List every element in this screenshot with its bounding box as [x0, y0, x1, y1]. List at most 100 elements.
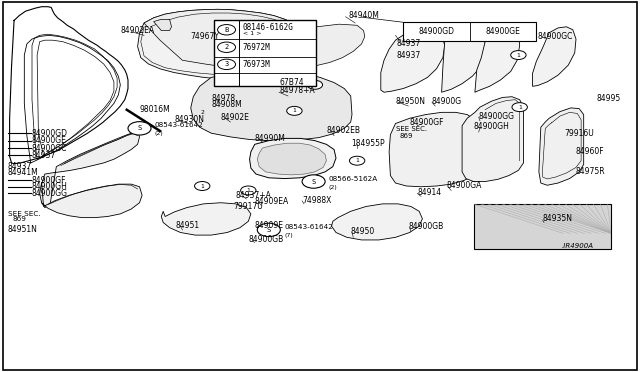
Text: 84937: 84937 — [397, 51, 421, 60]
FancyBboxPatch shape — [214, 20, 316, 86]
Text: (2): (2) — [329, 185, 338, 190]
Polygon shape — [154, 19, 172, 31]
Text: .IR4900A: .IR4900A — [562, 243, 594, 249]
Polygon shape — [389, 112, 479, 187]
Text: 98016M: 98016M — [140, 105, 170, 114]
Text: 84900GG: 84900GG — [479, 112, 515, 121]
Text: 1: 1 — [246, 188, 250, 193]
Text: 3: 3 — [225, 61, 228, 67]
Polygon shape — [532, 27, 576, 86]
Text: 1: 1 — [518, 105, 522, 110]
Circle shape — [512, 103, 527, 112]
Text: 84995: 84995 — [596, 94, 621, 103]
Text: S: S — [312, 179, 316, 185]
Text: 84941M: 84941M — [8, 169, 38, 177]
Text: 84900GD: 84900GD — [419, 27, 454, 36]
Text: (2): (2) — [155, 131, 164, 137]
Text: 84900GF: 84900GF — [410, 118, 444, 127]
Text: 84940M: 84940M — [349, 11, 380, 20]
Text: 84900GE: 84900GE — [486, 27, 520, 36]
Text: 1: 1 — [292, 108, 296, 113]
Text: 84908M: 84908M — [211, 100, 242, 109]
Text: 1: 1 — [313, 82, 317, 87]
Text: 1: 1 — [200, 183, 204, 189]
Circle shape — [218, 42, 236, 52]
Text: 74967Y: 74967Y — [191, 32, 220, 41]
Circle shape — [349, 156, 365, 165]
Circle shape — [511, 51, 526, 60]
Text: 84937: 84937 — [32, 151, 56, 160]
Text: 08543-61642: 08543-61642 — [284, 224, 333, 230]
Text: 84978: 84978 — [211, 94, 236, 103]
Polygon shape — [257, 143, 326, 175]
Text: S: S — [267, 227, 271, 233]
Text: (7): (7) — [284, 233, 293, 238]
Text: SEE SEC.: SEE SEC. — [396, 126, 427, 132]
Text: 08146-6162G: 08146-6162G — [243, 23, 293, 32]
Text: 84902E: 84902E — [221, 113, 250, 122]
Polygon shape — [144, 9, 365, 70]
Text: 84937: 84937 — [397, 39, 421, 48]
Text: 67B74: 67B74 — [279, 78, 303, 87]
Circle shape — [302, 175, 325, 188]
Text: 84900G: 84900G — [432, 97, 462, 106]
Polygon shape — [442, 30, 485, 92]
Text: < 1 >: < 1 > — [243, 31, 261, 36]
Text: 84900GH: 84900GH — [32, 182, 68, 191]
Text: 1: 1 — [516, 52, 520, 58]
Text: 84900GA: 84900GA — [447, 181, 482, 190]
Polygon shape — [462, 97, 524, 182]
Circle shape — [218, 59, 236, 70]
Polygon shape — [539, 108, 584, 185]
Text: 84900GE: 84900GE — [32, 136, 67, 145]
Text: 84950: 84950 — [351, 227, 375, 236]
Circle shape — [195, 182, 210, 190]
Text: 84951: 84951 — [176, 221, 200, 230]
Text: 84902EA: 84902EA — [120, 26, 154, 35]
Text: 74988X: 74988X — [302, 196, 332, 205]
Text: 84950N: 84950N — [396, 97, 426, 106]
Text: 84900GH: 84900GH — [474, 122, 509, 131]
Text: 84975R: 84975R — [576, 167, 605, 176]
Circle shape — [257, 223, 280, 237]
Text: 84900GF: 84900GF — [32, 176, 67, 185]
Text: 869: 869 — [400, 133, 413, 139]
Text: 84937+A: 84937+A — [236, 191, 271, 200]
Text: 84914: 84914 — [417, 188, 442, 197]
FancyBboxPatch shape — [403, 22, 536, 41]
Text: 79916U: 79916U — [564, 129, 594, 138]
Text: 84900GC: 84900GC — [538, 32, 573, 41]
Polygon shape — [332, 204, 422, 240]
Polygon shape — [42, 131, 140, 208]
Polygon shape — [161, 203, 251, 235]
Text: 2: 2 — [200, 110, 204, 115]
Text: 84900GB: 84900GB — [408, 222, 444, 231]
Text: 2: 2 — [225, 44, 228, 50]
Text: 1: 1 — [355, 158, 359, 163]
Polygon shape — [381, 29, 445, 92]
Text: 84909EA: 84909EA — [255, 197, 289, 206]
Text: 76972M: 76972M — [243, 43, 270, 52]
Text: 84978+A: 84978+A — [279, 86, 315, 94]
Text: 76973M: 76973M — [243, 60, 270, 69]
Text: 869: 869 — [13, 217, 27, 222]
Text: 84909E: 84909E — [255, 221, 284, 230]
Text: 08543-61642: 08543-61642 — [155, 122, 204, 128]
Text: 84900GD: 84900GD — [32, 129, 68, 138]
Text: B: B — [225, 27, 228, 33]
Text: 84935N: 84935N — [543, 214, 573, 223]
Text: 84900GB: 84900GB — [248, 235, 284, 244]
Text: 84902EB: 84902EB — [326, 126, 360, 135]
Text: 84990M: 84990M — [255, 134, 285, 143]
Polygon shape — [250, 138, 336, 179]
Circle shape — [241, 186, 256, 195]
Text: S: S — [138, 125, 141, 131]
Polygon shape — [474, 204, 611, 249]
Text: 84900GG: 84900GG — [32, 189, 68, 198]
Text: 08566-5162A: 08566-5162A — [329, 176, 378, 182]
Polygon shape — [138, 9, 298, 80]
Text: 79917U: 79917U — [234, 202, 263, 211]
Text: 84937: 84937 — [8, 162, 32, 171]
Polygon shape — [475, 28, 520, 92]
Polygon shape — [40, 182, 142, 218]
